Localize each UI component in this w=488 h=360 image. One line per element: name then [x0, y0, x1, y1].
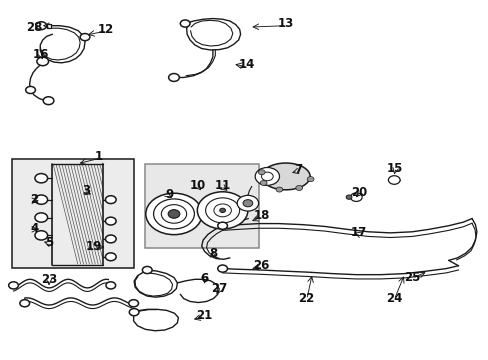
Circle shape — [306, 177, 313, 182]
Text: 21: 21 — [196, 309, 212, 321]
Circle shape — [180, 20, 190, 27]
Text: 3: 3 — [82, 184, 90, 197]
Circle shape — [9, 282, 19, 289]
Bar — [144, 164, 259, 248]
Circle shape — [43, 97, 54, 105]
Circle shape — [205, 198, 239, 223]
Circle shape — [105, 253, 116, 261]
Circle shape — [35, 174, 47, 183]
Circle shape — [346, 195, 351, 199]
Text: 25: 25 — [403, 271, 420, 284]
Circle shape — [105, 196, 116, 203]
Circle shape — [219, 208, 225, 212]
Text: 4: 4 — [30, 222, 39, 235]
Circle shape — [168, 210, 180, 218]
Text: 15: 15 — [386, 162, 403, 175]
Text: 12: 12 — [98, 23, 114, 36]
Text: 14: 14 — [238, 58, 255, 72]
Circle shape — [217, 222, 227, 229]
Circle shape — [105, 235, 116, 243]
Circle shape — [142, 266, 152, 274]
Circle shape — [105, 217, 116, 225]
Circle shape — [128, 300, 138, 307]
Circle shape — [129, 309, 139, 316]
Circle shape — [168, 73, 179, 81]
Text: 2: 2 — [30, 193, 39, 206]
Text: 16: 16 — [33, 48, 49, 61]
Text: 1: 1 — [94, 150, 102, 163]
Circle shape — [35, 231, 47, 240]
Circle shape — [295, 185, 302, 190]
Text: 6: 6 — [200, 272, 208, 285]
Text: 9: 9 — [164, 188, 173, 201]
Circle shape — [350, 193, 362, 202]
Ellipse shape — [261, 163, 309, 190]
Text: 8: 8 — [208, 247, 217, 260]
Circle shape — [261, 172, 273, 181]
Text: 22: 22 — [298, 292, 314, 305]
Circle shape — [26, 86, 35, 94]
Text: 27: 27 — [211, 283, 227, 296]
Circle shape — [145, 193, 202, 235]
Text: 26: 26 — [253, 258, 269, 271]
Circle shape — [275, 187, 282, 192]
Circle shape — [35, 195, 47, 204]
Text: 23: 23 — [41, 273, 57, 286]
Circle shape — [161, 204, 186, 223]
Text: 7: 7 — [293, 163, 302, 176]
Circle shape — [237, 195, 258, 211]
Text: 13: 13 — [277, 17, 293, 30]
Text: 24: 24 — [386, 292, 402, 305]
Text: 20: 20 — [350, 186, 366, 199]
Circle shape — [153, 199, 194, 229]
Circle shape — [197, 192, 247, 229]
Text: 17: 17 — [350, 226, 366, 239]
Text: 28: 28 — [26, 21, 42, 33]
Circle shape — [217, 265, 227, 272]
Text: 18: 18 — [253, 208, 269, 221]
Circle shape — [80, 33, 90, 41]
Circle shape — [36, 22, 46, 30]
Text: 5: 5 — [45, 236, 53, 249]
Circle shape — [106, 282, 116, 289]
Circle shape — [255, 167, 279, 185]
Circle shape — [213, 204, 231, 217]
Text: 10: 10 — [190, 179, 206, 192]
Text: 11: 11 — [214, 179, 230, 192]
Circle shape — [37, 57, 48, 66]
Circle shape — [260, 180, 266, 185]
Circle shape — [243, 200, 252, 207]
Text: 19: 19 — [85, 240, 102, 253]
Circle shape — [35, 213, 47, 222]
Circle shape — [20, 300, 30, 307]
Circle shape — [387, 176, 399, 184]
Bar — [12, 158, 133, 267]
Circle shape — [258, 170, 264, 175]
